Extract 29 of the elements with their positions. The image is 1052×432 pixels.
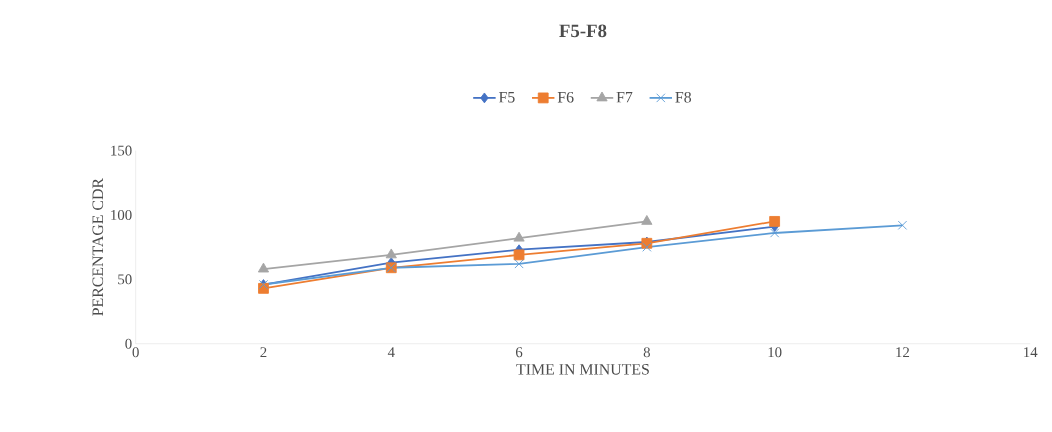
point (770, 228, 780, 238)
legend-label: F5 (498, 92, 515, 103)
point (897, 220, 908, 230)
x-axis-title: TIME IN MINUTES (516, 364, 649, 375)
y-tick-label: 150 (111, 145, 132, 156)
y-axis-title: PERCENTAGE CDR (92, 178, 104, 316)
point (642, 242, 652, 252)
y-tick-label: 50 (118, 274, 132, 285)
x-tick-label: 8 (643, 347, 650, 358)
point (385, 248, 397, 259)
legend-label: F6 (557, 91, 574, 103)
x-tick-label: 0 (132, 347, 139, 358)
point (514, 259, 524, 269)
point (257, 262, 270, 273)
x-tick-label: 10 (768, 347, 782, 358)
x-tick-label: 12 (896, 347, 910, 358)
x-tick-label: 2 (260, 347, 267, 358)
point (641, 215, 653, 225)
x-tick-label: 14 (1024, 347, 1038, 358)
x-tick-label: 4 (387, 347, 395, 358)
y-tick-label: 100 (111, 210, 132, 221)
x-tick-label: 6 (515, 347, 523, 358)
legend-label: F8 (675, 91, 692, 103)
point (513, 231, 525, 242)
point (513, 249, 525, 261)
y-tick-label: 0 (125, 338, 132, 349)
point (769, 216, 781, 227)
legend-label: F7 (616, 92, 633, 103)
chart-title: F5-F8 (559, 24, 607, 38)
